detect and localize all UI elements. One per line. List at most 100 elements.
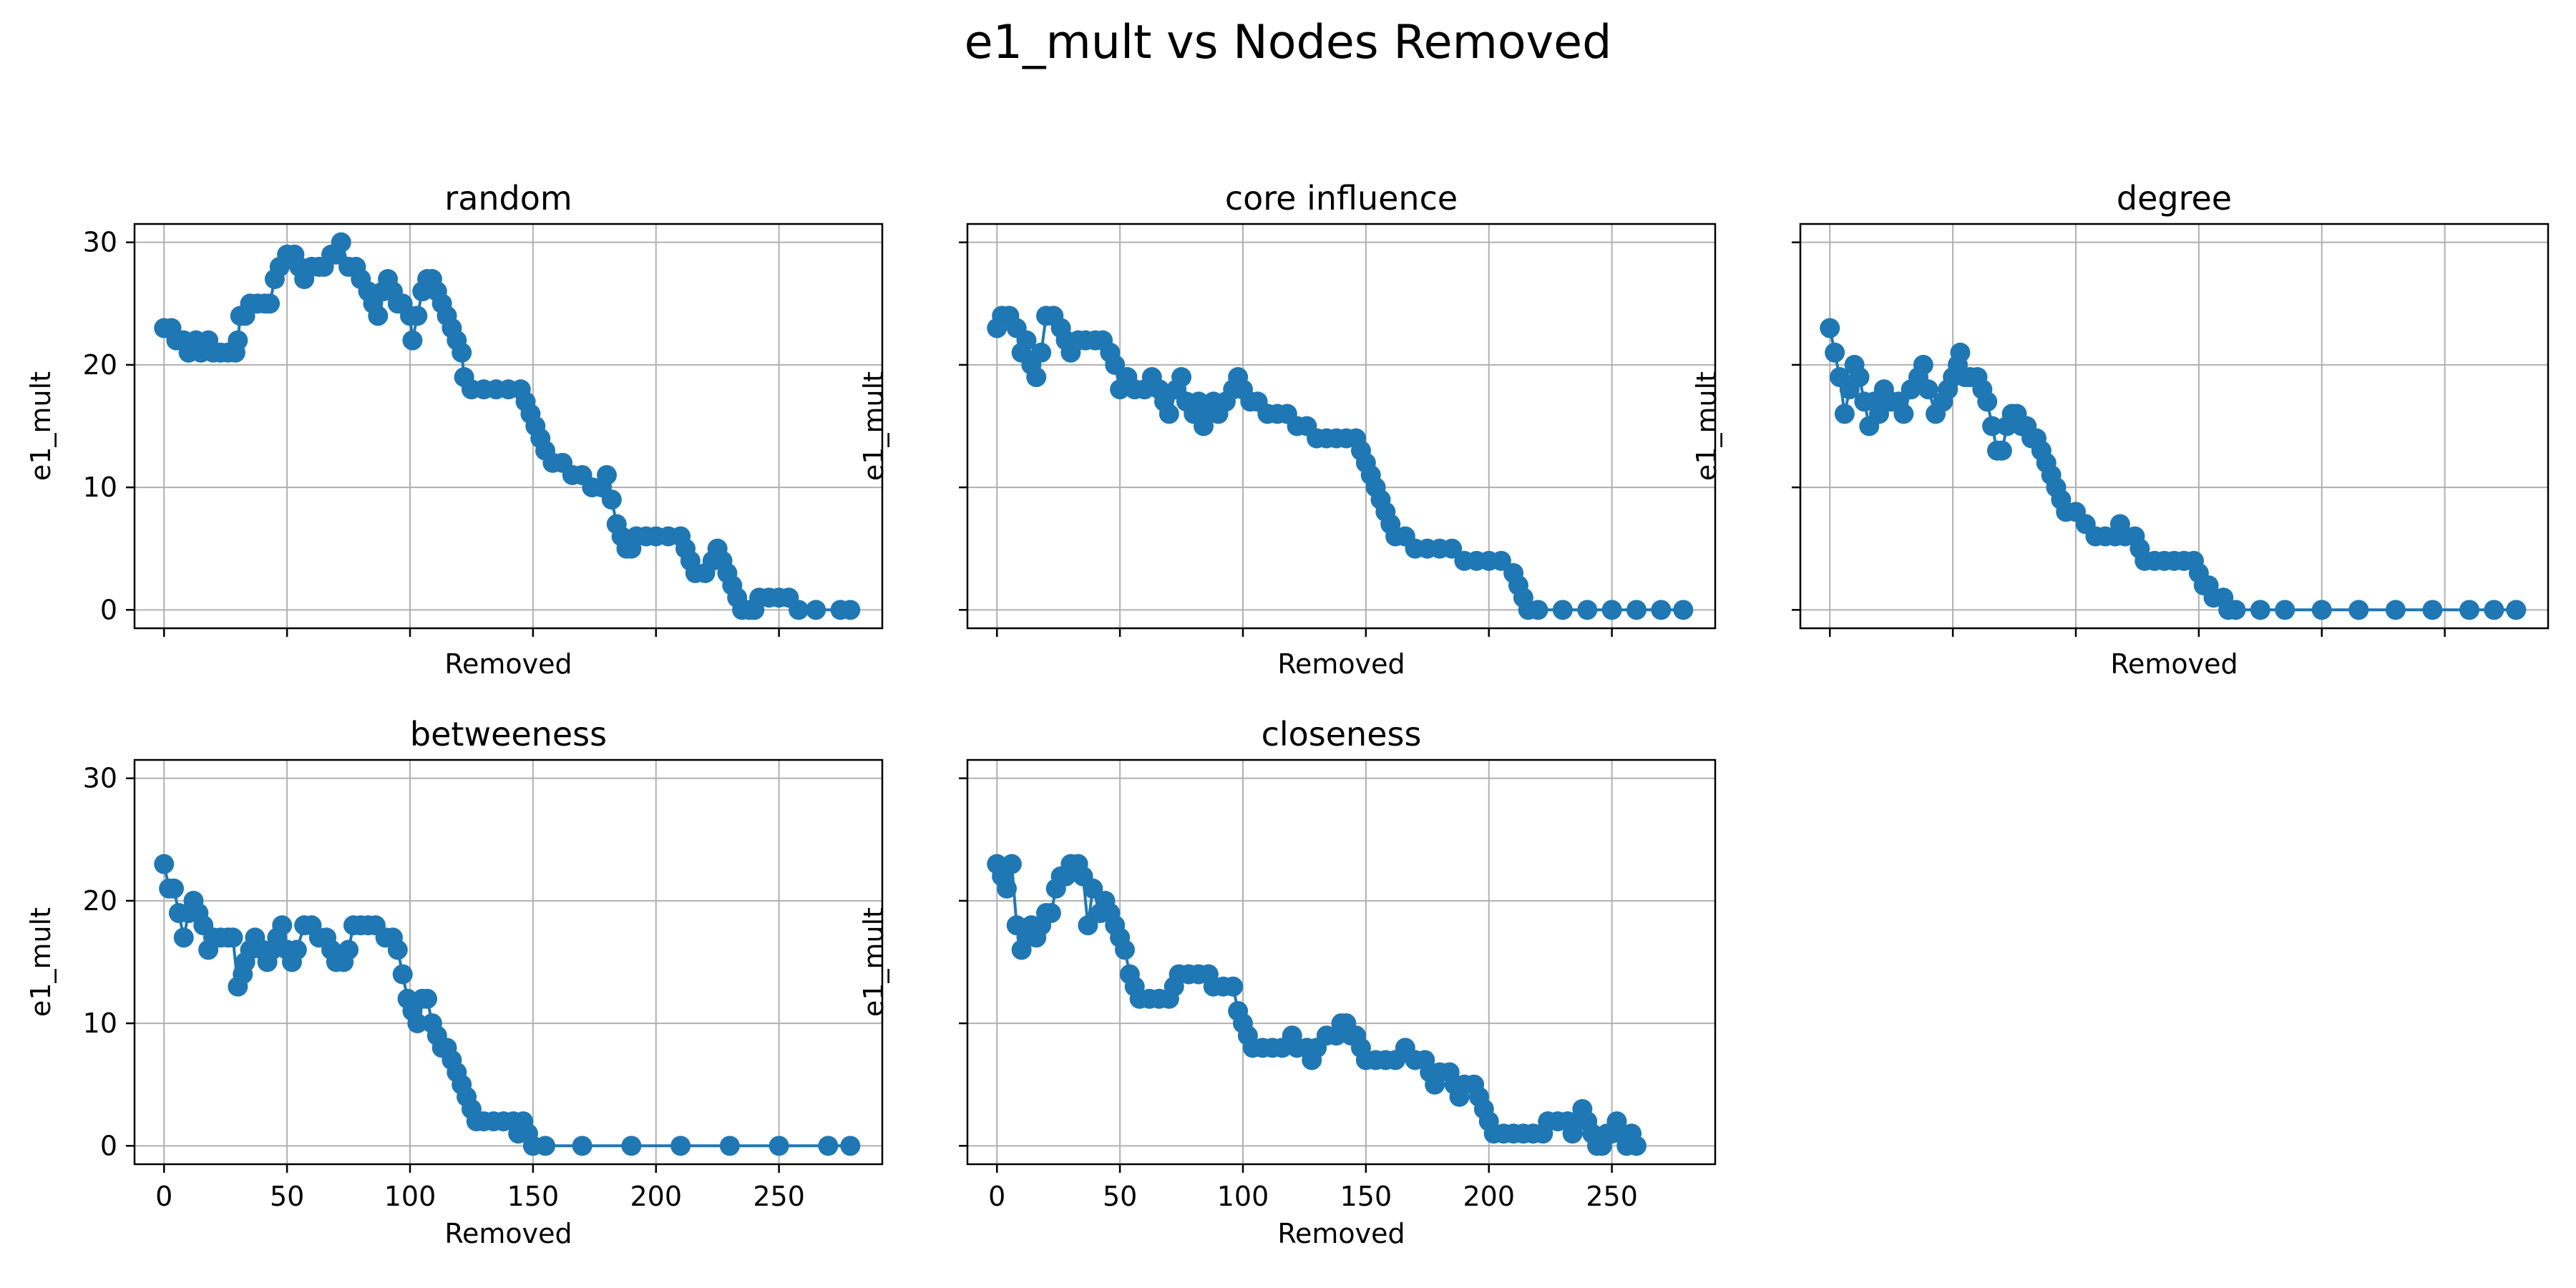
data-point <box>789 600 809 620</box>
data-point <box>1893 404 1914 424</box>
data-point <box>228 330 248 351</box>
subplot-core-influence: core influence Removed e1_mult <box>858 179 1717 680</box>
axes-frame <box>133 758 884 1166</box>
x-tick-label: 250 <box>753 1181 805 1212</box>
data-point <box>1820 318 1840 338</box>
y-tick-label: 0 <box>100 594 117 625</box>
data-point <box>719 1136 740 1156</box>
y-tick-label: 20 <box>83 885 117 917</box>
data-point <box>417 988 438 1009</box>
x-tick-label: 200 <box>630 1181 682 1212</box>
data-point <box>1950 342 1971 363</box>
data-point <box>164 878 184 899</box>
axes-frame <box>133 223 884 630</box>
data-point <box>154 854 175 874</box>
data-point <box>997 878 1017 899</box>
data-point <box>2484 600 2504 620</box>
data-point <box>272 915 293 936</box>
figure-title: e1_mult vs Nodes Removed <box>964 16 1612 69</box>
data-point <box>223 927 243 948</box>
subplot-title: random <box>444 179 572 218</box>
x-tick-label: 50 <box>1103 1181 1137 1212</box>
data-point <box>2459 600 2479 620</box>
subplot-title: betweeness <box>410 715 607 753</box>
data-point <box>840 1136 861 1156</box>
x-axis-label: Removed <box>1277 1218 1405 1249</box>
data-point <box>2311 600 2332 620</box>
data-point <box>1026 367 1047 388</box>
data-point <box>368 306 389 326</box>
y-axis-label: e1_mult <box>25 371 57 481</box>
data-point <box>1913 354 1933 375</box>
data-point <box>769 1136 789 1156</box>
y-axis-label: e1_mult <box>858 907 889 1017</box>
data-point <box>1031 342 1052 363</box>
data-point <box>1577 600 1598 620</box>
data-point <box>1673 600 1694 620</box>
data-point <box>260 293 280 314</box>
data-point <box>338 940 359 960</box>
subplot-betweeness: 0 50 100 150 200 250 0 10 20 30 betweeness Removed e… <box>25 715 884 1249</box>
data-point <box>1078 915 1098 936</box>
data-point <box>173 927 194 948</box>
data-point <box>1223 976 1244 997</box>
data-point <box>1977 391 1998 412</box>
data-point <box>535 1136 556 1156</box>
data-point <box>1982 416 2003 436</box>
data-point <box>1083 878 1103 899</box>
data-point <box>840 600 861 620</box>
subplot-random: 0 10 20 30 random Removed e1_mult <box>25 179 884 680</box>
data-point <box>2225 600 2246 620</box>
data-point <box>1834 404 1855 424</box>
data-point <box>407 1013 428 1034</box>
data-point <box>1918 379 1938 400</box>
data-point <box>1528 600 1548 620</box>
axes-frame <box>966 223 1717 630</box>
data-point <box>1991 440 2012 461</box>
data-point <box>1552 600 1573 620</box>
axes-frame <box>1799 223 2550 630</box>
data-point <box>1626 1136 1646 1156</box>
data-point <box>392 964 413 985</box>
data-point <box>286 940 307 960</box>
x-axis-label: Removed <box>1277 648 1405 680</box>
data-point <box>331 232 351 253</box>
data-point <box>806 600 826 620</box>
y-tick-label: 10 <box>83 1008 117 1039</box>
data-point <box>2250 600 2270 620</box>
data-point <box>1442 538 1463 559</box>
subplot-title: core influence <box>1225 179 1458 218</box>
x-axis-label: Removed <box>444 648 572 680</box>
data-point <box>1869 404 1889 424</box>
data-point <box>2385 600 2406 620</box>
data-point <box>1016 330 1037 351</box>
data-point <box>2422 600 2443 620</box>
x-tick-label: 0 <box>155 1181 172 1212</box>
x-tick-label: 250 <box>1586 1181 1638 1212</box>
data-point <box>1115 940 1135 960</box>
axes-frame <box>966 758 1717 1166</box>
data-point <box>597 464 617 485</box>
data-point <box>1626 600 1646 620</box>
x-tick-label: 100 <box>1217 1181 1269 1212</box>
data-point <box>1651 600 1672 620</box>
x-tick-label: 100 <box>384 1181 436 1212</box>
data-point <box>2506 600 2527 620</box>
y-tick-label: 20 <box>83 349 117 381</box>
x-axis-label: Removed <box>2110 648 2238 680</box>
data-point <box>572 1136 592 1156</box>
x-tick-label: 200 <box>1463 1181 1515 1212</box>
data-point <box>1105 354 1126 375</box>
data-point <box>1171 367 1192 388</box>
subplot-title: degree <box>2117 179 2232 218</box>
x-tick-label: 0 <box>988 1181 1005 1212</box>
data-point <box>1825 342 1845 363</box>
data-point <box>621 1136 642 1156</box>
subplot-title: closeness <box>1262 715 1422 753</box>
x-tick-label: 150 <box>1340 1181 1392 1212</box>
series-line <box>995 314 1684 612</box>
data-point <box>1491 550 1511 571</box>
data-point <box>1001 854 1022 874</box>
x-tick-label: 150 <box>507 1181 560 1212</box>
